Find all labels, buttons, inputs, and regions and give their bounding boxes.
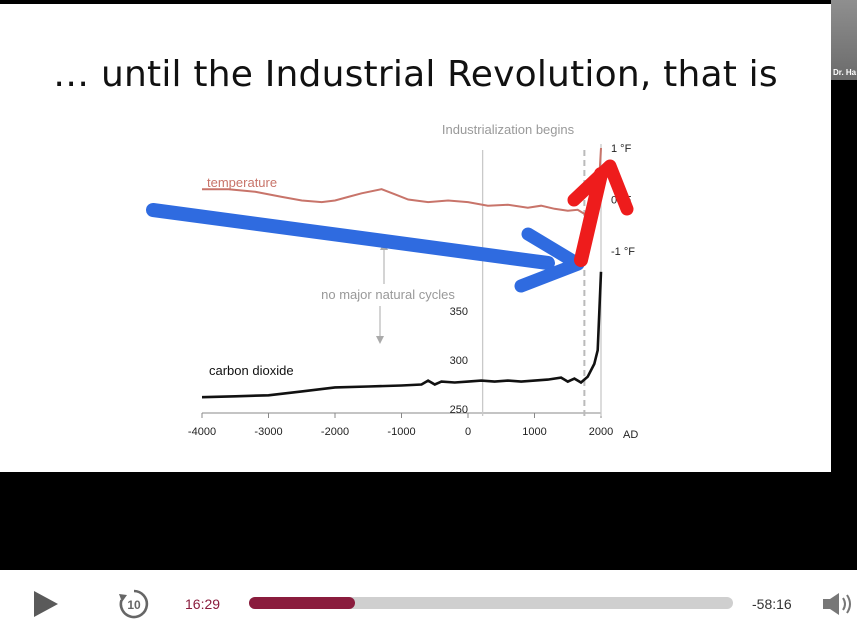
temperature-line <box>202 147 602 215</box>
co2-tick-label: 250 <box>450 404 468 416</box>
annotation-arrowhead-down <box>376 336 384 344</box>
x-tick-label: -3000 <box>254 426 282 438</box>
time-elapsed: 16:29 <box>185 596 221 612</box>
temperature-tick-label: -1 °F <box>611 246 635 258</box>
cycles-annotation: no major natural cycles <box>321 287 455 302</box>
co2-tick-label: 300 <box>450 355 468 367</box>
rewind-seconds: 10 <box>127 598 141 612</box>
x-tick-label: 2000 <box>589 426 613 438</box>
volume-button[interactable] <box>821 590 857 618</box>
co2-tick-label: 350 <box>450 306 468 318</box>
x-tick-label: 0 <box>465 426 471 438</box>
x-tick-label: -4000 <box>188 426 216 438</box>
presenter-name: Dr. Ha <box>833 68 857 77</box>
x-tick-label: -2000 <box>321 426 349 438</box>
player-controls: 10 16:29 -58:16 <box>0 570 857 627</box>
temperature-series-label: temperature <box>207 175 277 190</box>
x-tick-label: -1000 <box>387 426 415 438</box>
x-tick-label: 1000 <box>522 426 546 438</box>
red-arrow-shaft <box>574 167 608 267</box>
rewind-10-button[interactable]: 10 <box>116 586 152 622</box>
x-axis-label: AD <box>623 429 638 441</box>
play-button[interactable] <box>34 591 58 617</box>
climate-chart: -4000 -3000 -2000 -1000 0 1000 2000 AD Industria… <box>146 122 638 441</box>
slide-title: … until the Industrial Revolution, that … <box>53 54 778 95</box>
time-remaining: -58:16 <box>752 596 792 612</box>
co2-series-label: carbon dioxide <box>209 363 294 378</box>
red-arrow-head <box>567 159 634 216</box>
slide: … until the Industrial Revolution, that … <box>0 4 831 472</box>
temperature-tick-label: 1 °F <box>611 143 632 155</box>
blue-arrow-shaft <box>146 203 555 270</box>
speaker-icon <box>823 593 851 615</box>
progress-fill <box>249 597 356 609</box>
progress-bar[interactable] <box>249 597 733 609</box>
presenter-video-thumbnail[interactable]: Dr. Ha <box>831 0 857 80</box>
rewind-icon <box>119 589 149 619</box>
co2-line <box>201 271 603 399</box>
industrialization-label: Industrialization begins <box>442 122 575 137</box>
